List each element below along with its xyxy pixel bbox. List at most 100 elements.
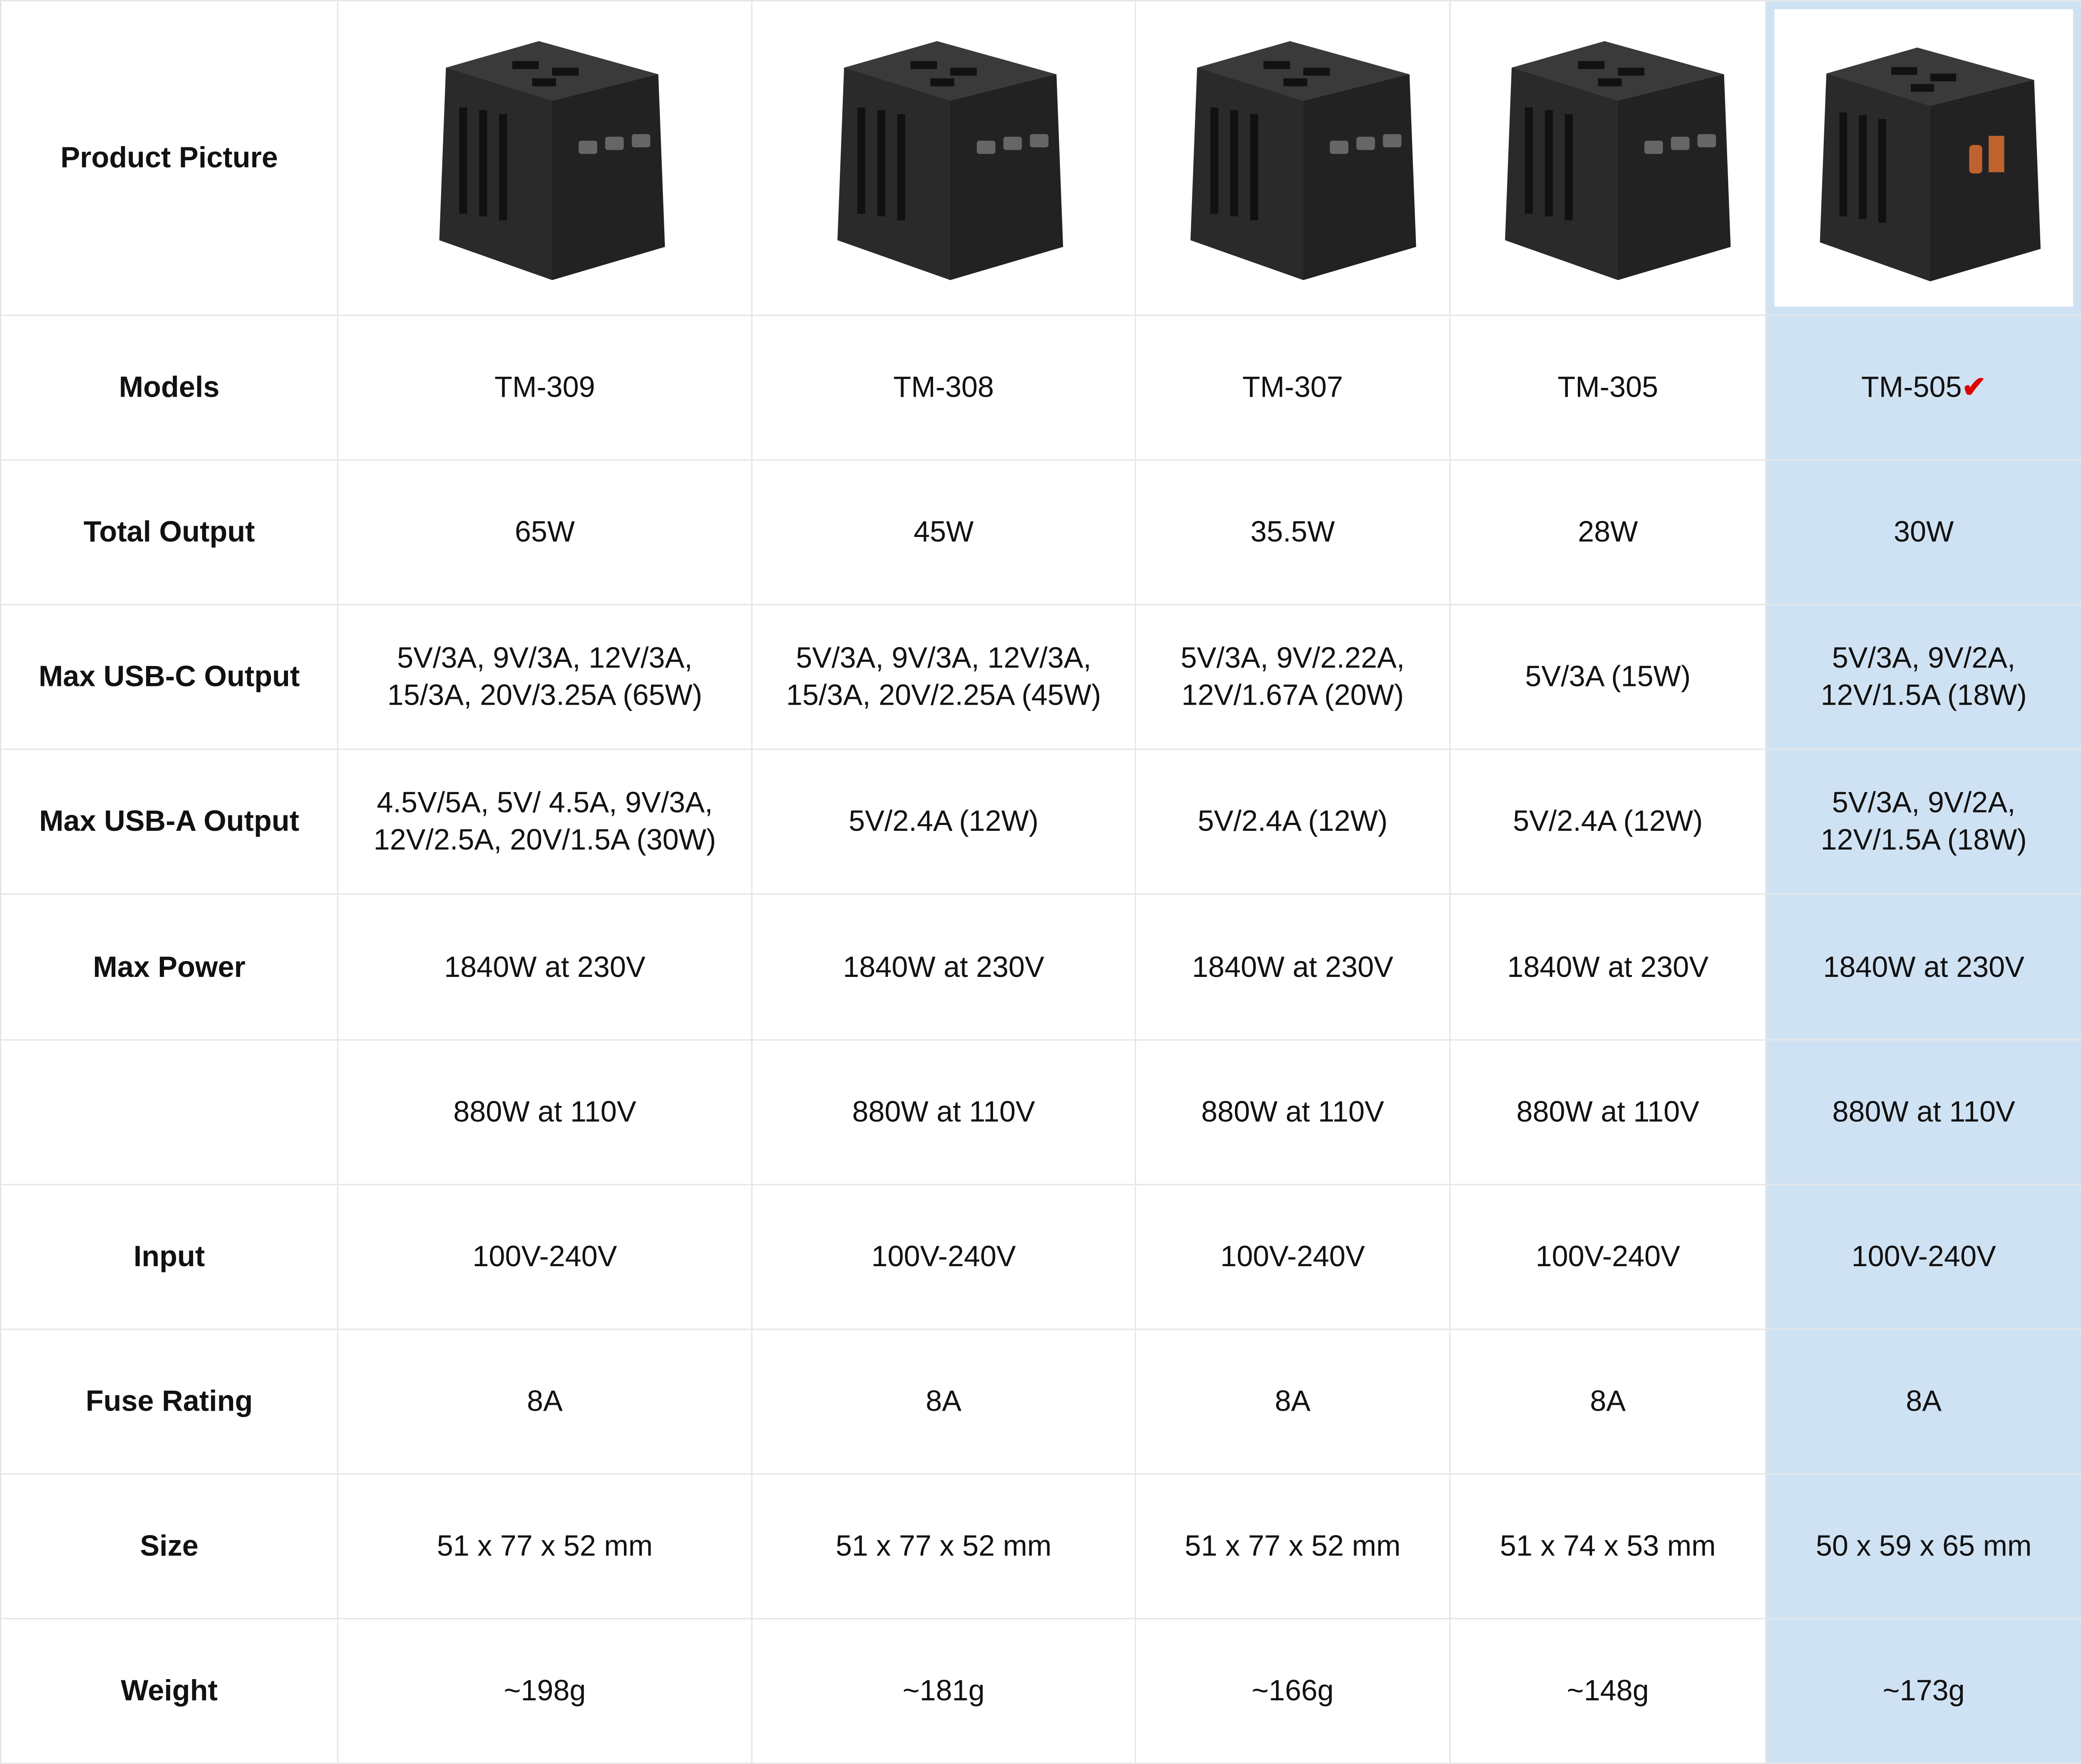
- row-label: Max Power: [0, 894, 339, 1040]
- cell-weight: ~148g: [1449, 1617, 1767, 1764]
- cell-max-usb-c-output: 5V/3A, 9V/2A, 12V/1.5A (18W): [1765, 604, 2081, 750]
- cell-weight: ~166g: [1135, 1617, 1451, 1764]
- cell-fuse-rating: 8A: [1135, 1328, 1451, 1475]
- product-image-frame: [1774, 9, 2073, 307]
- row-label: Total Output: [0, 460, 339, 606]
- cell-value: 50 x 59 x 65 mm: [1815, 1528, 2032, 1562]
- cell-value: ~181g: [902, 1673, 985, 1707]
- cell-max-usb-c-output: 5V/3A, 9V/2.22A, 12V/1.67A (20W): [1135, 604, 1451, 750]
- cell-max-usb-c-output: 5V/3A, 9V/3A, 12V/3A, 15/3A, 20V/3.25A (6…: [337, 604, 753, 750]
- cell-value: 30W: [1894, 515, 1954, 549]
- cell-input: 100V-240V: [337, 1183, 753, 1330]
- cell-line: 5V/2.4A (12W): [1513, 805, 1703, 838]
- cell-fuse-rating: 8A: [751, 1328, 1136, 1475]
- row-max-usb-c-output: Max USB-C Output 5V/3A, 9V/3A, 12V/3A, 15/…: [0, 604, 2081, 750]
- cell-weight: ~198g: [337, 1617, 753, 1764]
- cell-value: 1840W at 230V: [843, 949, 1045, 983]
- cell-models: TM-309: [337, 315, 753, 461]
- cell-weight: ~181g: [751, 1617, 1136, 1764]
- cell-line: 5V/3A, 9V/2A,: [1832, 641, 2016, 675]
- cell-value: ~148g: [1567, 1673, 1649, 1707]
- row-models: Models TM-309 TM-308 TM-307 TM-305 TM-505✔: [0, 315, 2081, 461]
- row-total-output: Total Output 65W 45W 35.5W 28W 30W: [0, 460, 2081, 606]
- cell-fuse-rating: 8A: [337, 1328, 753, 1475]
- cell-value: 100V-240V: [472, 1239, 617, 1273]
- cell-value: 8A: [1906, 1384, 1942, 1417]
- cell-size: 51 x 77 x 52 mm: [1135, 1473, 1451, 1619]
- cell-value: TM-307: [1242, 370, 1343, 404]
- cell-max-power-110v: 880W at 110V: [337, 1039, 753, 1185]
- cell-value: 100V-240V: [1851, 1239, 1996, 1273]
- cell-value: 880W at 110V: [453, 1094, 636, 1128]
- cell-input: 100V-240V: [1765, 1183, 2081, 1330]
- cell-value: 35.5W: [1250, 515, 1335, 549]
- cell-value: 100V-240V: [1535, 1239, 1680, 1273]
- cell-size: 51 x 74 x 53 mm: [1449, 1473, 1767, 1619]
- cell-value: 51 x 77 x 52 mm: [835, 1528, 1052, 1562]
- cell-value: 880W at 110V: [1516, 1094, 1699, 1128]
- cell-line: 5V/3A, 9V/2A,: [1832, 786, 2016, 820]
- row-max-power-110v: 880W at 110V 880W at 110V 880W at 110V 880W…: [0, 1039, 2081, 1185]
- cell-value: ~198g: [504, 1673, 586, 1707]
- cell-value: 100V-240V: [1220, 1239, 1365, 1273]
- cell-max-power-110v: 880W at 110V: [751, 1039, 1136, 1185]
- cell-line: 12V/1.5A (18W): [1820, 678, 2027, 712]
- cell-models: TM-308: [751, 315, 1136, 461]
- cell-value: TM-305: [1557, 370, 1659, 404]
- row-size: Size 51 x 77 x 52 mm 51 x 77 x 52 mm 51 x 7…: [0, 1473, 2081, 1619]
- cell-total-output: 45W: [751, 460, 1136, 606]
- cell-value: 1840W at 230V: [1823, 949, 2024, 983]
- cell-line: 5V/3A, 9V/2.22A,: [1180, 641, 1405, 675]
- cell-line: 12V/2.5A, 20V/1.5A (30W): [373, 823, 716, 857]
- cell-total-output: 65W: [337, 460, 753, 606]
- row-label: Fuse Rating: [0, 1328, 339, 1475]
- cell-value: TM-309: [494, 370, 595, 404]
- cell-value: 880W at 110V: [1832, 1094, 2015, 1128]
- cell-line: 12V/1.67A (20W): [1181, 678, 1404, 712]
- cell-line: 5V/3A, 9V/3A, 12V/3A,: [796, 641, 1092, 675]
- cell-max-power-230v: 1840W at 230V: [751, 894, 1136, 1040]
- cell-max-usb-a-output: 4.5V/5A, 5V/ 4.5A, 9V/3A, 12V/2.5A, 20V/1…: [337, 749, 753, 895]
- cell-value: 8A: [1590, 1384, 1626, 1417]
- product-image-tm-308: [751, 0, 1136, 316]
- cell-total-output: 28W: [1449, 460, 1767, 606]
- cell-max-usb-a-output: 5V/2.4A (12W): [1449, 749, 1767, 895]
- cell-max-power-110v: 880W at 110V: [1135, 1039, 1451, 1185]
- cell-max-usb-a-output: 5V/2.4A (12W): [1135, 749, 1451, 895]
- cell-size: 51 x 77 x 52 mm: [751, 1473, 1136, 1619]
- cell-value: TM-505: [1861, 370, 1962, 404]
- cell-value: 28W: [1578, 515, 1638, 549]
- row-label: Input: [0, 1183, 339, 1330]
- cell-value: ~173g: [1882, 1673, 1965, 1707]
- product-image-tm-305: [1449, 0, 1767, 316]
- cell-value: 100V-240V: [871, 1239, 1016, 1273]
- cell-max-power-110v: 880W at 110V: [1765, 1039, 2081, 1185]
- cell-line: 5V/3A, 9V/3A, 12V/3A,: [397, 641, 693, 675]
- cell-value: 51 x 77 x 52 mm: [437, 1528, 653, 1562]
- checkmark-icon: ✔: [1962, 370, 1987, 404]
- row-input: Input 100V-240V 100V-240V 100V-240V 100V-240…: [0, 1183, 2081, 1330]
- cell-input: 100V-240V: [751, 1183, 1136, 1330]
- cell-line: 5V/2.4A (12W): [1197, 805, 1388, 838]
- cell-total-output: 30W: [1765, 460, 2081, 606]
- cell-value: 1840W at 230V: [1192, 949, 1393, 983]
- cell-max-power-230v: 1840W at 230V: [337, 894, 753, 1040]
- product-image-tm-309: [337, 0, 753, 316]
- cell-fuse-rating: 8A: [1765, 1328, 2081, 1475]
- cell-value: 8A: [1274, 1384, 1311, 1417]
- cell-value: 8A: [527, 1384, 563, 1417]
- cell-value: 51 x 77 x 52 mm: [1185, 1528, 1401, 1562]
- cell-max-power-230v: 1840W at 230V: [1449, 894, 1767, 1040]
- row-product-picture: Product Picture: [0, 0, 2081, 316]
- cell-value: 51 x 74 x 53 mm: [1500, 1528, 1716, 1562]
- row-max-usb-a-output: Max USB-A Output 4.5V/5A, 5V/ 4.5A, 9V/3A…: [0, 749, 2081, 895]
- product-image-tm-505: [1765, 0, 2081, 316]
- cell-max-power-230v: 1840W at 230V: [1135, 894, 1451, 1040]
- cell-value: 880W at 110V: [1201, 1094, 1384, 1128]
- row-weight: Weight ~198g ~181g ~166g ~148g ~173g: [0, 1617, 2081, 1764]
- cell-fuse-rating: 8A: [1449, 1328, 1767, 1475]
- cell-value: 45W: [914, 515, 974, 549]
- cell-total-output: 35.5W: [1135, 460, 1451, 606]
- cell-max-usb-c-output: 5V/3A (15W): [1449, 604, 1767, 750]
